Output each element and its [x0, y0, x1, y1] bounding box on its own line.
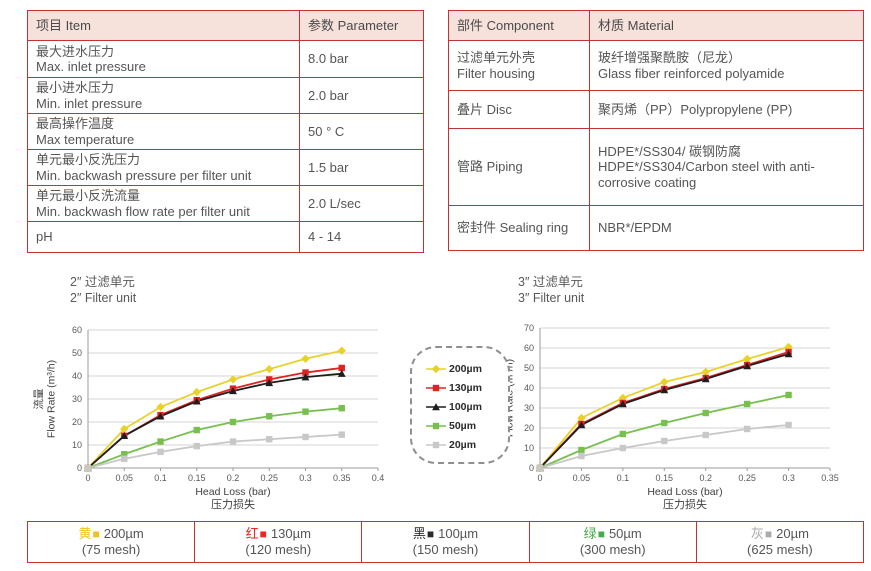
- svg-text:20: 20: [524, 423, 534, 433]
- svg-text:0.15: 0.15: [188, 473, 206, 483]
- spec-row-item: 单元最小反洗流量 Min. backwash flow rate per filt…: [28, 186, 300, 222]
- svg-text:40: 40: [72, 371, 82, 381]
- spec-header-parameter: 参数 Parameter: [300, 11, 424, 41]
- svg-text:0.3: 0.3: [299, 473, 312, 483]
- series-marker-icon: [426, 422, 446, 429]
- mesh-cell-red: 红■ 130µm (120 mesh): [195, 522, 363, 563]
- svg-text:60: 60: [524, 343, 534, 353]
- spec-row-value: 50 ° C: [300, 114, 424, 150]
- spec-row-value: 2.0 L/sec: [300, 186, 424, 222]
- color-square-icon: ■: [92, 527, 100, 541]
- svg-text:30: 30: [72, 394, 82, 404]
- svg-text:0.15: 0.15: [656, 473, 674, 483]
- series-marker-icon: [426, 441, 446, 448]
- flow-chart-3inch: 0 10 20 30 40 50 60 70 0 0.05 0.1 0.15 0.2 0.25 0.3 0.3…: [490, 323, 839, 511]
- svg-text:0.2: 0.2: [227, 473, 240, 483]
- mesh-cell-green: 绿■ 50µm (300 mesh): [529, 522, 697, 563]
- svg-text:Head Loss (bar): Head Loss (bar): [195, 486, 270, 498]
- series-marker-icon: [426, 384, 446, 391]
- mesh-cell-black: 黑■ 100µm (150 mesh): [362, 522, 530, 563]
- chart-title-2inch: 2″ 过滤单元 2″ Filter unit: [70, 275, 137, 305]
- mesh-cell-yellow: 黄■ 200µm (75 mesh): [28, 522, 196, 563]
- color-square-icon: ■: [597, 527, 605, 541]
- mesh-cell-gray: 灰■ 20µm (625 mesh): [696, 522, 864, 563]
- svg-text:0.3: 0.3: [782, 473, 795, 483]
- svg-text:0: 0: [537, 473, 542, 483]
- legend-entry: 130µm: [425, 378, 508, 397]
- svg-text:0.05: 0.05: [115, 473, 133, 483]
- material-row-material: NBR*/EPDM: [590, 206, 864, 251]
- color-square-icon: ■: [426, 527, 435, 541]
- legend-entry: 200µm: [425, 359, 508, 378]
- svg-text:Head Loss (bar): Head Loss (bar): [647, 486, 722, 498]
- material-row-component: 叠片 Disc: [449, 91, 590, 129]
- svg-text:0.4: 0.4: [372, 473, 385, 483]
- spec-row-value: 4 - 14: [300, 222, 424, 253]
- material-row-material: HDPE*/SS304/ 碳钢防腐 HDPE*/SS304/Carbon stee…: [590, 129, 864, 206]
- svg-text:0.05: 0.05: [573, 473, 591, 483]
- svg-text:0.25: 0.25: [738, 473, 756, 483]
- legend-entry: 100µm: [425, 397, 508, 416]
- material-row-component: 过滤单元外壳 Filter housing: [449, 41, 590, 91]
- legend-entry: 20µm: [425, 435, 508, 454]
- svg-text:0.25: 0.25: [260, 473, 278, 483]
- series-marker-icon: [426, 364, 446, 373]
- material-header-component: 部件 Component: [449, 11, 590, 41]
- spec-row-item: pH: [28, 222, 300, 253]
- svg-text:50: 50: [72, 348, 82, 358]
- material-header-material: 材质 Material: [590, 11, 864, 41]
- material-row-component: 管路 Piping: [449, 129, 590, 206]
- svg-text:0.2: 0.2: [699, 473, 712, 483]
- flow-chart-2inch: 0 10 20 30 40 50 60 0 0.05 0.1 0.15 0.2 0.25 0.3 0.35 0…: [32, 325, 385, 511]
- svg-text:60: 60: [72, 325, 82, 335]
- chart-legend: 200µm 130µm 100µm 50µm 20µm: [410, 346, 510, 464]
- svg-text:0.1: 0.1: [617, 473, 630, 483]
- spec-header-item: 项目 Item: [28, 11, 300, 41]
- color-square-icon: ■: [764, 527, 773, 541]
- mesh-key-table: 黄■ 200µm (75 mesh) 红■ 130µm (120 mesh) 黑■ 1…: [27, 521, 864, 563]
- svg-text:10: 10: [72, 440, 82, 450]
- material-row-material: 聚丙烯（PP）Polypropylene (PP): [590, 91, 864, 129]
- spec-row-value: 8.0 bar: [300, 41, 424, 78]
- svg-text:40: 40: [524, 383, 534, 393]
- svg-text:20: 20: [72, 417, 82, 427]
- svg-text:70: 70: [524, 323, 534, 333]
- svg-text:0.35: 0.35: [821, 473, 839, 483]
- svg-text:0.1: 0.1: [154, 473, 167, 483]
- svg-text:流量Flow Rate (m³/h): 流量Flow Rate (m³/h): [32, 360, 58, 438]
- spec-row-item: 最大进水压力 Max. inlet pressure: [28, 41, 300, 78]
- spec-row-value: 2.0 bar: [300, 78, 424, 114]
- spec-row-value: 1.5 bar: [300, 150, 424, 186]
- spec-row-item: 最小进水压力 Min. inlet pressure: [28, 78, 300, 114]
- svg-text:0: 0: [85, 473, 90, 483]
- svg-text:0.35: 0.35: [333, 473, 351, 483]
- chart-title-3inch: 3″ 过滤单元 3″ Filter unit: [518, 275, 585, 305]
- spec-table: 项目 Item 参数 Parameter 最大进水压力 Max. inlet pr…: [27, 10, 424, 253]
- series-marker-icon: [426, 402, 446, 410]
- svg-text:30: 30: [524, 403, 534, 413]
- svg-text:10: 10: [524, 443, 534, 453]
- material-row-component: 密封件 Sealing ring: [449, 206, 590, 251]
- spec-row-item: 最高操作温度 Max temperature: [28, 114, 300, 150]
- material-row-material: 玻纤增强聚酰胺（尼龙） Glass fiber reinforced polyam…: [590, 41, 864, 91]
- svg-text:0: 0: [529, 463, 534, 473]
- svg-text:50: 50: [524, 363, 534, 373]
- svg-text:0: 0: [77, 463, 82, 473]
- legend-entry: 50µm: [425, 416, 508, 435]
- svg-text:压力损失: 压力损失: [663, 497, 707, 511]
- spec-row-item: 单元最小反洗压力 Min. backwash pressure per filte…: [28, 150, 300, 186]
- svg-text:压力损失: 压力损失: [211, 497, 255, 511]
- material-table: 部件 Component 材质 Material 过滤单元外壳 Filter ho…: [448, 10, 864, 251]
- color-square-icon: ■: [259, 527, 267, 541]
